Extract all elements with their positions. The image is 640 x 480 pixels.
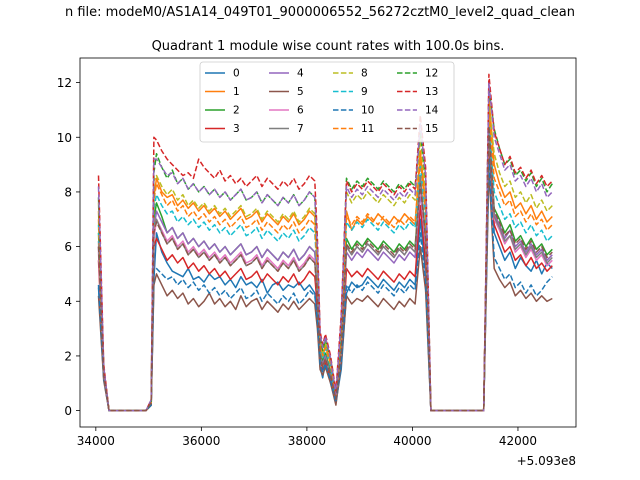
legend-label-14: 14 (425, 105, 439, 117)
plot-lines (97, 73, 553, 412)
legend-label-13: 13 (425, 86, 438, 98)
chart-title: Quadrant 1 module wise count rates with … (152, 39, 505, 54)
figure-suptitle: n file: modeM0/AS1A14_049T01_9000006552_… (65, 5, 575, 20)
series-line-14 (97, 81, 553, 412)
legend-label-12: 12 (425, 68, 438, 80)
legend-frame (199, 61, 455, 143)
legend-label-4: 4 (297, 68, 304, 80)
y-tick-label: 0 (64, 404, 72, 418)
axes-frame (79, 57, 577, 428)
x-axis: 34000 36000 38000 40000 42000 (77, 427, 537, 448)
y-tick-label: 10 (57, 131, 72, 145)
x-tick-label: 36000 (182, 434, 220, 448)
legend-label-6: 6 (297, 105, 304, 117)
series-line-15 (97, 125, 553, 412)
x-tick-label: 42000 (499, 434, 537, 448)
legend-label-11: 11 (361, 123, 374, 135)
y-tick-label: 12 (57, 76, 72, 90)
legend-label-7: 7 (297, 123, 304, 135)
legend-label-3: 3 (233, 123, 240, 135)
legend-label-8: 8 (361, 68, 368, 80)
legend-label-2: 2 (233, 105, 240, 117)
x-tick-label: 34000 (77, 434, 115, 448)
y-tick-label: 8 (64, 185, 72, 199)
y-tick-label: 4 (64, 295, 72, 309)
y-tick-label: 2 (64, 349, 72, 363)
x-tick-label: 40000 (393, 434, 431, 448)
legend-label-5: 5 (297, 86, 304, 98)
legend-label-9: 9 (361, 86, 368, 98)
y-axis: 0 2 4 6 8 10 12 (57, 76, 80, 418)
legend-label-10: 10 (361, 105, 374, 117)
x-offset-label: +5.093e8 (517, 454, 576, 468)
legend-label-0: 0 (233, 68, 240, 80)
y-tick-label: 6 (64, 240, 72, 254)
x-tick-label: 38000 (288, 434, 326, 448)
legend-label-1: 1 (233, 86, 240, 98)
legend-label-15: 15 (425, 123, 438, 135)
